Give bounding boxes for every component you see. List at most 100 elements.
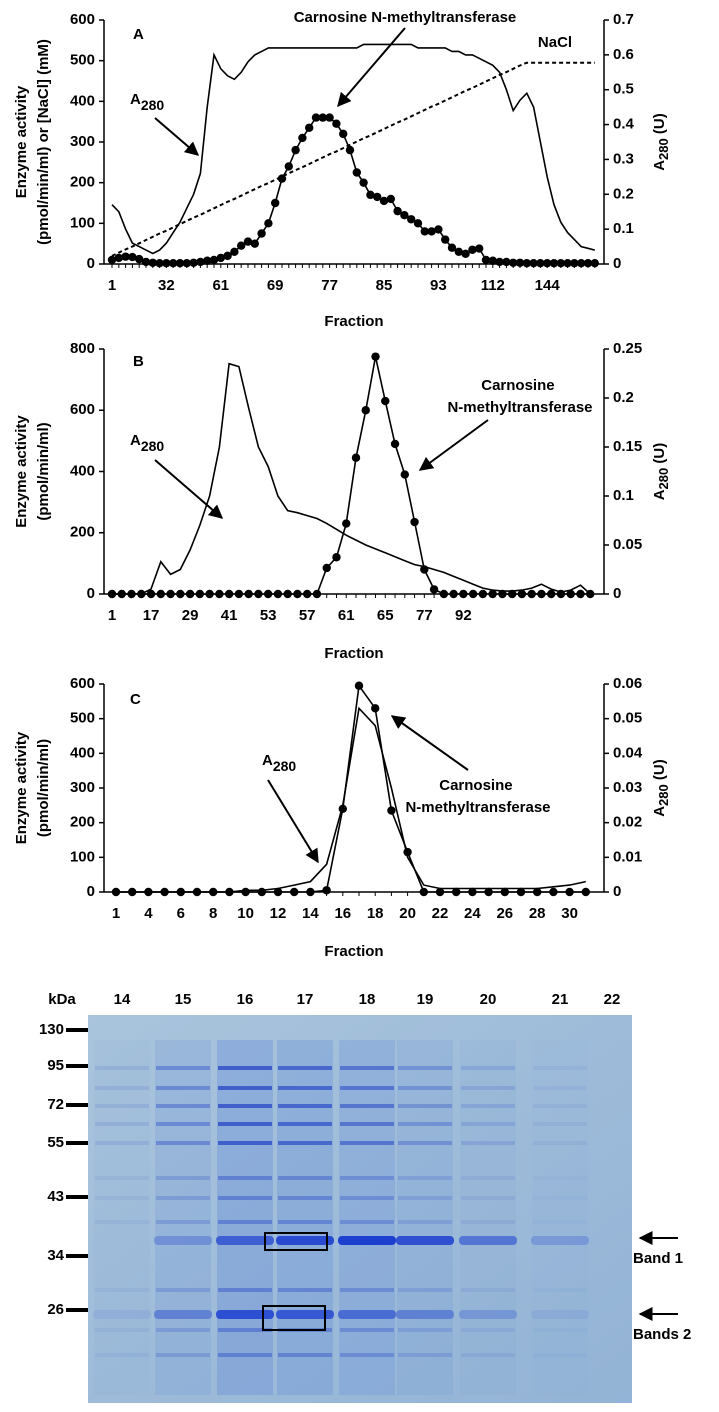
gel-band — [278, 1086, 332, 1090]
x-tick-label: 16 — [334, 905, 351, 922]
data-point — [373, 192, 382, 202]
series-annotation: Carnosine N-methyltransferase — [447, 377, 592, 416]
gel-band — [398, 1066, 452, 1070]
data-point — [146, 589, 156, 599]
gel-band — [461, 1141, 515, 1145]
gel-band — [156, 1086, 210, 1090]
x-tick-label: 6 — [177, 905, 185, 922]
x-tick-label: 1 — [112, 905, 120, 922]
data-point — [566, 589, 575, 599]
x-tick-label: 10 — [237, 905, 254, 922]
y2-tick-label: 0.15 — [613, 438, 642, 455]
gel-lane — [155, 1040, 211, 1395]
gel-band — [338, 1236, 396, 1245]
data-point — [175, 258, 185, 268]
x-tick-label: 93 — [430, 277, 447, 294]
y-tick-label: 400 — [70, 462, 95, 479]
data-point — [250, 239, 259, 248]
data-point — [263, 589, 273, 599]
data-point — [209, 255, 219, 265]
band-label: Band 1 — [633, 1250, 683, 1267]
data-point — [257, 229, 266, 238]
y2-tick-label: 0.7 — [613, 11, 634, 28]
gel-band — [398, 1104, 452, 1108]
gel-band — [218, 1176, 272, 1180]
lane-label: 20 — [480, 991, 497, 1008]
gel-lane — [277, 1040, 333, 1395]
annotation-sub: 280 — [273, 758, 297, 774]
lane-label: 14 — [114, 991, 131, 1008]
gel-band — [156, 1122, 210, 1126]
x-tick-label: 61 — [212, 277, 229, 294]
data-point — [536, 258, 545, 268]
gel-band — [461, 1104, 515, 1108]
annotation-arrow — [337, 27, 406, 108]
gel-band — [533, 1122, 587, 1126]
gel-band — [531, 1236, 589, 1245]
gel-image — [88, 1015, 632, 1403]
x-tick-label: 1 — [108, 607, 116, 624]
series-line — [111, 61, 595, 257]
data-point — [216, 253, 225, 263]
gel-band — [278, 1353, 332, 1357]
data-point — [468, 245, 477, 254]
gel-band — [218, 1328, 272, 1332]
data-point — [390, 439, 400, 449]
data-point — [162, 258, 171, 268]
y-axis-label: (pmol/min/ml) or [NaCl] (mM) — [35, 39, 52, 245]
data-point — [322, 563, 331, 573]
data-point — [254, 589, 263, 599]
y2-axis-label-unit: (U) — [651, 113, 668, 138]
data-point — [481, 255, 491, 265]
y-tick-label: 200 — [70, 524, 95, 541]
data-point — [495, 257, 504, 267]
y2-tick-label: 0.05 — [613, 536, 642, 553]
gel-band — [459, 1236, 517, 1245]
gel-band — [218, 1141, 272, 1145]
gel-band — [95, 1086, 149, 1090]
y-tick-label: 800 — [70, 340, 95, 357]
data-point — [475, 244, 484, 253]
y-tick-label: 400 — [70, 92, 95, 109]
data-point — [429, 585, 439, 594]
gel-band — [218, 1196, 272, 1200]
data-point — [452, 887, 461, 897]
gel-band — [461, 1122, 515, 1126]
gel-band — [95, 1141, 149, 1145]
data-point — [507, 589, 517, 599]
gel-band — [278, 1066, 332, 1070]
gel-band — [533, 1196, 587, 1200]
gel-band — [398, 1288, 452, 1292]
y2-axis-label-sub: 280 — [656, 138, 671, 160]
data-point — [583, 258, 593, 268]
gel-band — [218, 1220, 272, 1224]
data-point — [581, 887, 590, 897]
gel-band — [278, 1196, 332, 1200]
gel-band — [218, 1086, 272, 1090]
x-tick-label: 12 — [270, 905, 287, 922]
data-point — [400, 211, 409, 220]
gel-band — [95, 1122, 149, 1126]
data-point — [361, 406, 370, 415]
annotation-sub: 280 — [141, 97, 165, 113]
data-point — [543, 258, 552, 268]
lane-label: 19 — [417, 991, 434, 1008]
data-point — [135, 254, 144, 264]
x-tick-label: 14 — [302, 905, 319, 922]
panel-label: A — [133, 26, 144, 43]
data-point — [339, 129, 348, 139]
gel-band — [278, 1288, 332, 1292]
x-tick-label: 57 — [299, 607, 316, 624]
data-point — [196, 257, 205, 267]
annotation-arrow — [418, 419, 489, 471]
data-point — [303, 589, 312, 599]
data-point — [141, 257, 151, 267]
data-point — [351, 453, 361, 462]
y-axis-label: (pmol/min/ml) — [35, 739, 52, 837]
x-tick-label: 61 — [338, 607, 355, 624]
gel-band — [533, 1141, 587, 1145]
data-point — [332, 553, 341, 562]
data-point — [243, 237, 253, 246]
y-tick-label: 400 — [70, 744, 95, 761]
gel-band — [340, 1353, 394, 1357]
